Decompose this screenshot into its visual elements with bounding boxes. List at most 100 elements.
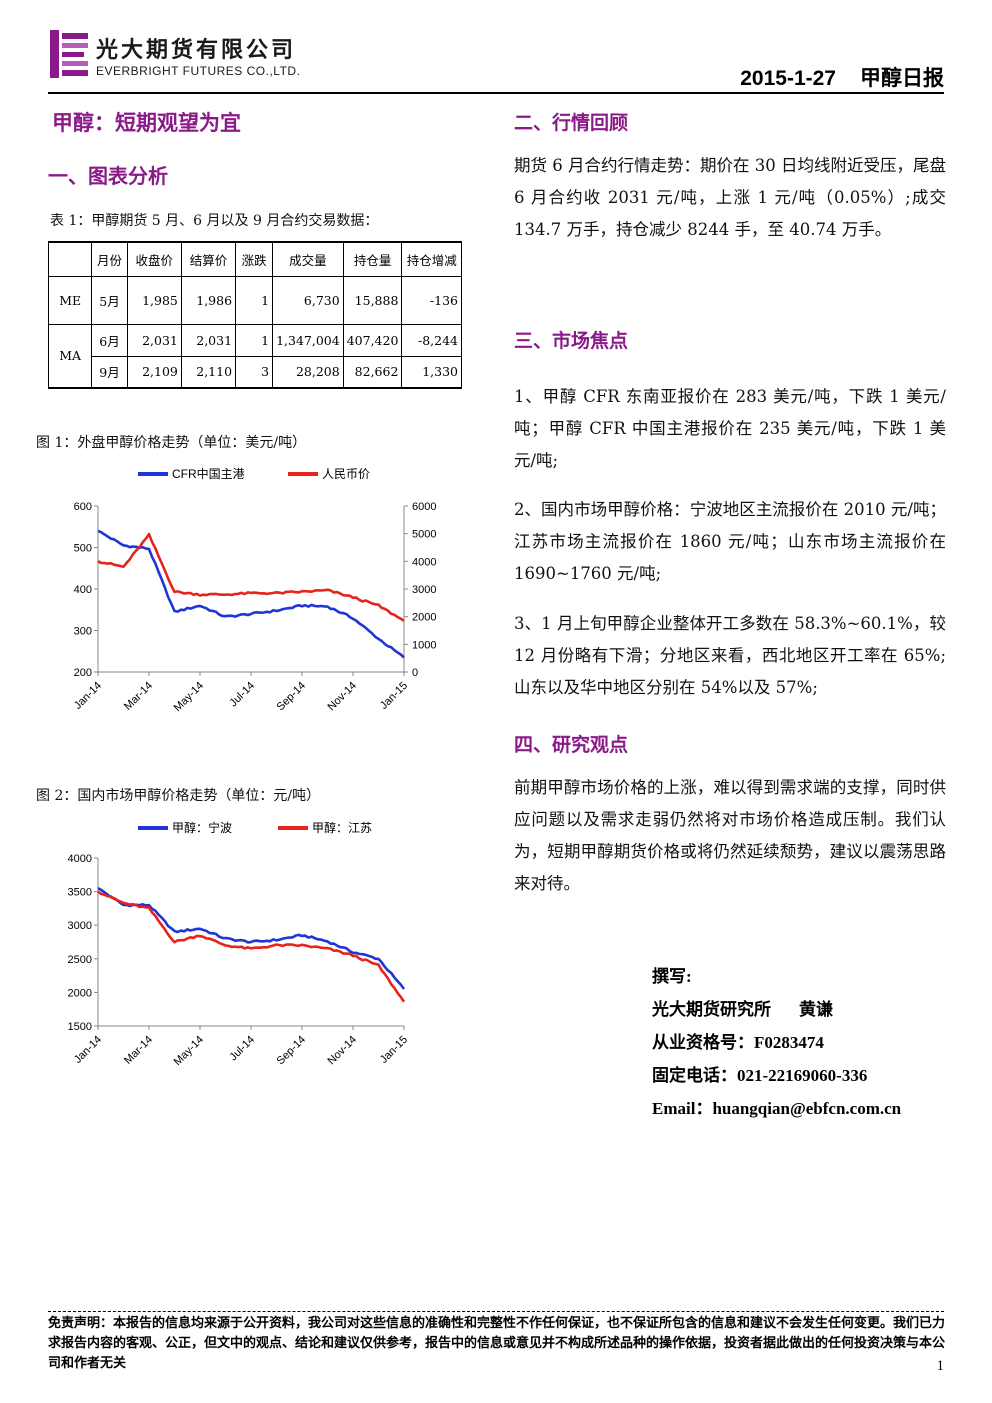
table-header-cell: 持仓增减 <box>401 241 462 277</box>
x-tick-label: Jan-15 <box>378 1034 410 1066</box>
x-tick-label: Nov-14 <box>326 1034 360 1068</box>
table-header-cell: 成交量 <box>272 241 344 277</box>
x-tick-label: Sep-14 <box>275 680 309 714</box>
focus-point-1: 1、甲醇 CFR 东南亚报价在 283 美元/吨，下跌 1 美元/吨；甲醇 CF… <box>514 387 946 470</box>
author-label: 撰写: <box>652 967 692 986</box>
y-tick-label: 2000 <box>68 987 92 999</box>
legend-label: 人民币价 <box>322 467 370 481</box>
x-tick-label: Mar-14 <box>122 680 155 713</box>
legend-label: 甲醇：宁波 <box>172 820 232 835</box>
y2-tick-label: 3000 <box>412 584 436 596</box>
y2-tick-label: 2000 <box>412 612 436 624</box>
table-header-cell <box>47 241 93 277</box>
y-tick-label: 3000 <box>68 920 92 932</box>
x-tick-label: Jan-14 <box>72 680 104 712</box>
company-name-en: EVERBRIGHT FUTURES CO.,LTD. <box>96 64 301 78</box>
x-tick-label: Jan-14 <box>72 1034 104 1066</box>
author-email: Email：huangqian@ebfcn.com.cn <box>652 1099 902 1118</box>
table-cell-close: 1,985 <box>126 275 182 325</box>
author-phone: 固定电话：021-22169060-336 <box>652 1066 868 1085</box>
figure1-caption: 图 1：外盘甲醇价格走势（单位：美元/吨） <box>36 435 307 451</box>
series-line <box>97 532 405 622</box>
series-line <box>97 887 406 990</box>
author-license: 从业资格号：F0283474 <box>652 1033 824 1052</box>
x-tick-label: Mar-14 <box>122 1034 155 1067</box>
market-review-text: 期货 6 月合约行情走势：期价在 30 日均线附近受压，尾盘 6 月合约收 20… <box>514 156 946 239</box>
table-cell-group: ME <box>47 275 93 325</box>
y2-tick-label: 4000 <box>412 556 436 568</box>
table-row: 9月 2,109 2,110 3 28,208 82,662 1,330 <box>49 355 462 389</box>
series-line <box>97 529 405 659</box>
report-date: 2015-1-27 <box>740 67 836 90</box>
x-tick-label: May-14 <box>172 1034 206 1068</box>
section3-heading: 三、市场焦点 <box>514 330 629 352</box>
table-cell-oi-change: 1,330 <box>401 355 462 389</box>
table-cell-oi: 407,420 <box>342 323 403 357</box>
author-name: 黄谦 <box>799 1000 833 1019</box>
table-cell-volume: 6,730 <box>272 275 344 325</box>
table-cell-close: 2,109 <box>126 355 182 389</box>
table-cell-change: 1 <box>235 275 274 325</box>
table-cell-volume: 28,208 <box>272 355 344 389</box>
table-cell-month: 5月 <box>91 275 128 325</box>
x-tick-label: Sep-14 <box>275 1034 309 1068</box>
table-cell-oi-change: -136 <box>401 275 462 325</box>
focus-point-3: 3、1 月上旬甲醇企业整体开工多数在 58.3%~60.1%，较 12 月份略有… <box>514 614 946 697</box>
y-tick-label: 4000 <box>68 853 92 865</box>
table-cell-settle: 2,110 <box>180 355 237 389</box>
report-name: 甲醇日报 <box>860 66 944 90</box>
y-tick-label: 2500 <box>68 954 92 966</box>
table-row: MA 6月 2,031 2,031 1 1,347,004 407,420 -8… <box>47 323 462 389</box>
y-tick-label: 300 <box>74 626 92 638</box>
trade-data-table: 月份 收盘价 结算价 涨跌 成交量 持仓量 持仓增减 ME 5月 1,985 1… <box>47 241 462 389</box>
section4-heading: 四、研究观点 <box>514 734 629 756</box>
table-header-row: 月份 收盘价 结算价 涨跌 成交量 持仓量 持仓增减 <box>47 241 462 277</box>
focus-point-2: 2、国内市场甲醇价格：宁波地区主流报价在 2010 元/吨；江苏市场主流报价在 … <box>514 500 946 583</box>
x-tick-label: Jul-14 <box>227 680 257 710</box>
table-cell-volume: 1,347,004 <box>272 323 344 357</box>
author-org: 光大期货研究所 <box>652 1000 771 1019</box>
table-header-cell: 月份 <box>91 241 128 277</box>
table-cell-change: 3 <box>235 355 274 389</box>
research-view-text: 前期甲醇市场价格的上涨，难以得到需求端的支撑，同时供应问题以及需求走弱仍然将对市… <box>514 778 946 893</box>
footer-divider <box>48 1311 944 1312</box>
report-header: 2015-1-27 甲醇日报 <box>740 62 944 92</box>
table-header-cell: 持仓量 <box>342 241 403 277</box>
y2-tick-label: 0 <box>412 667 418 679</box>
table-row: ME 5月 1,985 1,986 1 6,730 15,888 -136 <box>47 275 462 325</box>
table-cell-close: 2,031 <box>126 323 182 357</box>
series-line <box>97 890 406 1003</box>
y2-tick-label: 5000 <box>412 529 436 541</box>
page-title: 甲醇：短期观望为宜 <box>52 111 241 135</box>
y-tick-label: 1500 <box>68 1021 92 1033</box>
y-tick-label: 600 <box>74 501 92 513</box>
table-caption: 表 1：甲醇期货 5 月、6 月以及 9 月合约交易数据： <box>50 213 379 229</box>
table-cell-month: 6月 <box>91 323 128 357</box>
legend-label: CFR中国主港 <box>172 466 245 481</box>
chart-cfr-price: CFR中国主港 人民币价20030040050060001000200030004… <box>72 466 437 714</box>
x-tick-label: Nov-14 <box>326 680 360 714</box>
author-org-line: 光大期货研究所 黄谦 <box>652 993 901 1026</box>
table-header-cell: 结算价 <box>180 241 237 277</box>
section1-heading: 一、图表分析 <box>48 164 168 188</box>
legend-label: 甲醇：江苏 <box>312 820 372 835</box>
x-tick-label: Jul-14 <box>227 1034 257 1064</box>
x-tick-label: May-14 <box>172 680 206 714</box>
author-block: 撰写: 光大期货研究所 黄谦 从业资格号：F0283474 固定电话：021-22… <box>652 960 901 1125</box>
disclaimer: 免责声明：本报告的信息均来源于公开资料，我公司对这些信息的准确性和完整性不作任何… <box>48 1316 946 1371</box>
table-cell-settle: 2,031 <box>180 323 237 357</box>
table-header-cell: 涨跌 <box>235 241 274 277</box>
table-cell-oi: 82,662 <box>342 355 403 389</box>
y-tick-label: 200 <box>74 667 92 679</box>
y2-tick-label: 1000 <box>412 639 436 651</box>
table-cell-change: 1 <box>235 323 274 357</box>
section2-heading: 二、行情回顾 <box>514 112 629 134</box>
y-tick-label: 3500 <box>68 887 92 899</box>
table-cell-month: 9月 <box>91 355 128 389</box>
table-cell-oi: 15,888 <box>342 275 403 325</box>
table-cell-settle: 1,986 <box>180 275 237 325</box>
y-tick-label: 500 <box>74 543 92 555</box>
header-divider <box>48 92 944 94</box>
page-number: 1 <box>936 1358 945 1374</box>
chart-domestic-price: 甲醇：宁波 甲醇：江苏 1500 2000 2500 3000 3500 4000 Jan-14… <box>68 820 411 1068</box>
